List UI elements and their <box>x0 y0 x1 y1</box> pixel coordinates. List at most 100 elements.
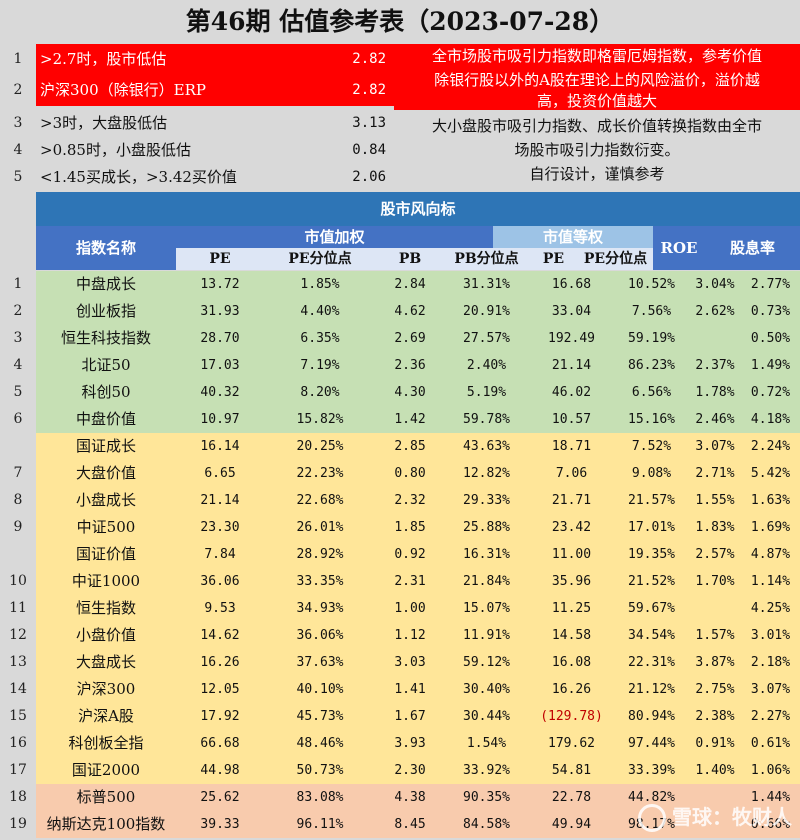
pb-percentile: 27.57% <box>463 331 510 346</box>
roe-value: 2.46% <box>695 412 735 427</box>
header-pb-pct: PB分位点 <box>444 248 529 270</box>
index-name: 恒生指数 <box>75 599 136 617</box>
index-name: 标普500 <box>76 788 136 806</box>
equal-pe-value: 46.02 <box>551 385 592 400</box>
pe-percentile: 7.19% <box>300 358 340 373</box>
equal-pe-percentile: 21.57% <box>628 493 675 508</box>
roe-value: 3.87% <box>695 655 735 670</box>
roe-value: 2.71% <box>695 466 735 481</box>
table-row: 纳斯达克100指数 39.33 96.11% 8.45 84.58% 49.94 98.17… <box>36 811 800 838</box>
table-row: 大盘成长 16.26 37.63% 3.03 59.12% 16.08 22.31% 3.87… <box>36 649 800 676</box>
pe-value: 25.62 <box>200 790 240 805</box>
index-name: 大盘价值 <box>75 464 136 482</box>
dividend-yield: 5.42% <box>750 466 791 481</box>
equal-pe-value: 11.25 <box>551 601 592 616</box>
pe-value: 66.68 <box>200 736 240 751</box>
pe-percentile: 26.01% <box>296 520 344 535</box>
pb-value: 1.41 <box>394 682 426 697</box>
row-number: 16 <box>9 735 27 751</box>
pe-percentile: 22.68% <box>296 493 344 508</box>
watermark-text: 雪球：牧财人 <box>672 804 792 829</box>
pb-percentile: 11.91% <box>463 628 510 643</box>
row-number: 11 <box>9 600 27 616</box>
pe-value: 13.72 <box>200 277 240 292</box>
dividend-yield: 3.07% <box>750 682 791 697</box>
table-row: 标普500 25.62 83.08% 4.38 90.35% 22.78 44.82% 1.4… <box>36 784 800 811</box>
summary-row: >2.7时，股市低估 2.82 <box>36 44 394 75</box>
pe-value: 28.70 <box>200 331 240 346</box>
pe-value: 39.33 <box>200 817 240 832</box>
row-number: 7 <box>13 465 23 481</box>
header-roe: ROE <box>653 226 705 270</box>
dividend-yield: 2.77% <box>750 277 791 292</box>
pb-percentile: 21.84% <box>463 574 510 589</box>
dividend-yield: 4.87% <box>750 547 791 562</box>
equal-pe-value: 35.96 <box>551 574 592 589</box>
dividend-yield: 1.44% <box>750 790 791 805</box>
header-equal-weighted: 市值等权 <box>493 226 653 248</box>
pb-value: 2.69 <box>394 331 426 346</box>
equal-pe-value: (129.78) <box>540 709 603 724</box>
pb-percentile: 84.58% <box>463 817 510 832</box>
equal-pe-percentile: 33.39% <box>628 763 675 778</box>
pb-percentile: 5.19% <box>466 385 507 400</box>
header-pe: PE <box>176 248 264 270</box>
index-name: 国证价值 <box>75 545 136 563</box>
pe-percentile: 8.20% <box>300 385 340 400</box>
pe-percentile: 20.25% <box>296 439 344 454</box>
dividend-yield: 1.49% <box>750 358 791 373</box>
index-name: 沪深300 <box>76 680 136 698</box>
gray-note-line-1: 大小盘股市吸引力指数、成长价值转换指数由全市 <box>431 117 762 135</box>
pb-value: 2.84 <box>394 277 426 292</box>
table-row: 中盘成长 13.72 1.85% 2.84 31.31% 16.68 10.52% 3.04%… <box>36 271 800 298</box>
pb-percentile: 12.82% <box>463 466 510 481</box>
summary-label: >2.7时，股市低估 <box>40 50 167 68</box>
pb-value: 4.38 <box>394 790 426 805</box>
summary-row-number: 1 <box>13 51 23 67</box>
equal-pe-value: 14.58 <box>551 628 592 643</box>
pe-percentile: 36.06% <box>296 628 344 643</box>
pb-percentile: 29.33% <box>463 493 510 508</box>
summary-value: 2.06 <box>352 169 386 185</box>
equal-pe-value: 21.14 <box>551 358 592 373</box>
pe-value: 31.93 <box>200 304 240 319</box>
roe-value: 0.91% <box>695 736 735 751</box>
gray-note-line-3: 自行设计，谨慎参考 <box>529 165 665 183</box>
pb-percentile: 1.54% <box>466 736 507 751</box>
equal-pe-value: 49.94 <box>551 817 592 832</box>
table-row: 科创板全指 66.68 48.46% 3.93 1.54% 179.62 97.44% 0.9… <box>36 730 800 757</box>
pe-percentile: 50.73% <box>296 763 344 778</box>
pb-value: 2.31 <box>394 574 426 589</box>
gray-note: 大小盘股市吸引力指数、成长价值转换指数由全市 场股市吸引力指数衍变。 自行设计，… <box>394 114 800 190</box>
dividend-yield: 0.72% <box>750 385 791 400</box>
pe-percentile: 48.46% <box>296 736 344 751</box>
dividend-yield: 0.50% <box>750 331 791 346</box>
pe-percentile: 22.23% <box>296 466 344 481</box>
equal-pe-percentile: 44.82% <box>628 790 675 805</box>
index-name: 国证成长 <box>75 437 136 455</box>
table-row: 中证1000 36.06 33.35% 2.31 21.84% 35.96 21.52% 1.… <box>36 568 800 595</box>
dividend-yield: 3.01% <box>750 628 791 643</box>
dividend-yield: 1.63% <box>750 493 791 508</box>
pb-value: 3.93 <box>394 736 426 751</box>
index-name: 小盘价值 <box>75 626 136 644</box>
equal-pe-value: 21.71 <box>551 493 592 508</box>
pe-percentile: 83.08% <box>296 790 344 805</box>
pb-value: 1.67 <box>394 709 426 724</box>
pe-value: 7.84 <box>204 547 236 562</box>
dividend-yield: 0.73% <box>750 304 791 319</box>
equal-pe-percentile: 6.56% <box>631 385 672 400</box>
pe-percentile: 96.11% <box>296 817 344 832</box>
dividend-yield: 2.24% <box>750 439 791 454</box>
row-number <box>0 541 36 568</box>
pb-value: 0.80 <box>394 466 426 481</box>
table-row: 恒生指数 9.53 34.93% 1.00 15.07% 11.25 59.67% 4.25% <box>36 595 800 622</box>
index-name: 中证500 <box>76 518 136 536</box>
equal-pe-value: 33.04 <box>551 304 592 319</box>
summary-label: <1.45买成长，>3.42买价值 <box>40 168 237 186</box>
header-pb: PB <box>376 248 444 270</box>
equal-pe-value: 10.57 <box>551 412 592 427</box>
row-number: 3 <box>13 330 23 346</box>
pe-percentile: 40.10% <box>296 682 344 697</box>
pb-value: 4.62 <box>394 304 426 319</box>
